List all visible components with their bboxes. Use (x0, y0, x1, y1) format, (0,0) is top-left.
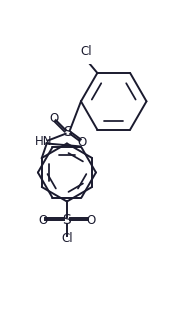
Text: O: O (49, 112, 59, 125)
Text: O: O (87, 214, 96, 227)
Text: S: S (63, 125, 72, 139)
Text: Cl: Cl (81, 45, 92, 58)
Text: O: O (38, 214, 47, 227)
Text: HN: HN (35, 135, 52, 148)
Text: Cl: Cl (61, 232, 73, 245)
Text: O: O (77, 136, 86, 149)
Text: S: S (63, 213, 71, 227)
